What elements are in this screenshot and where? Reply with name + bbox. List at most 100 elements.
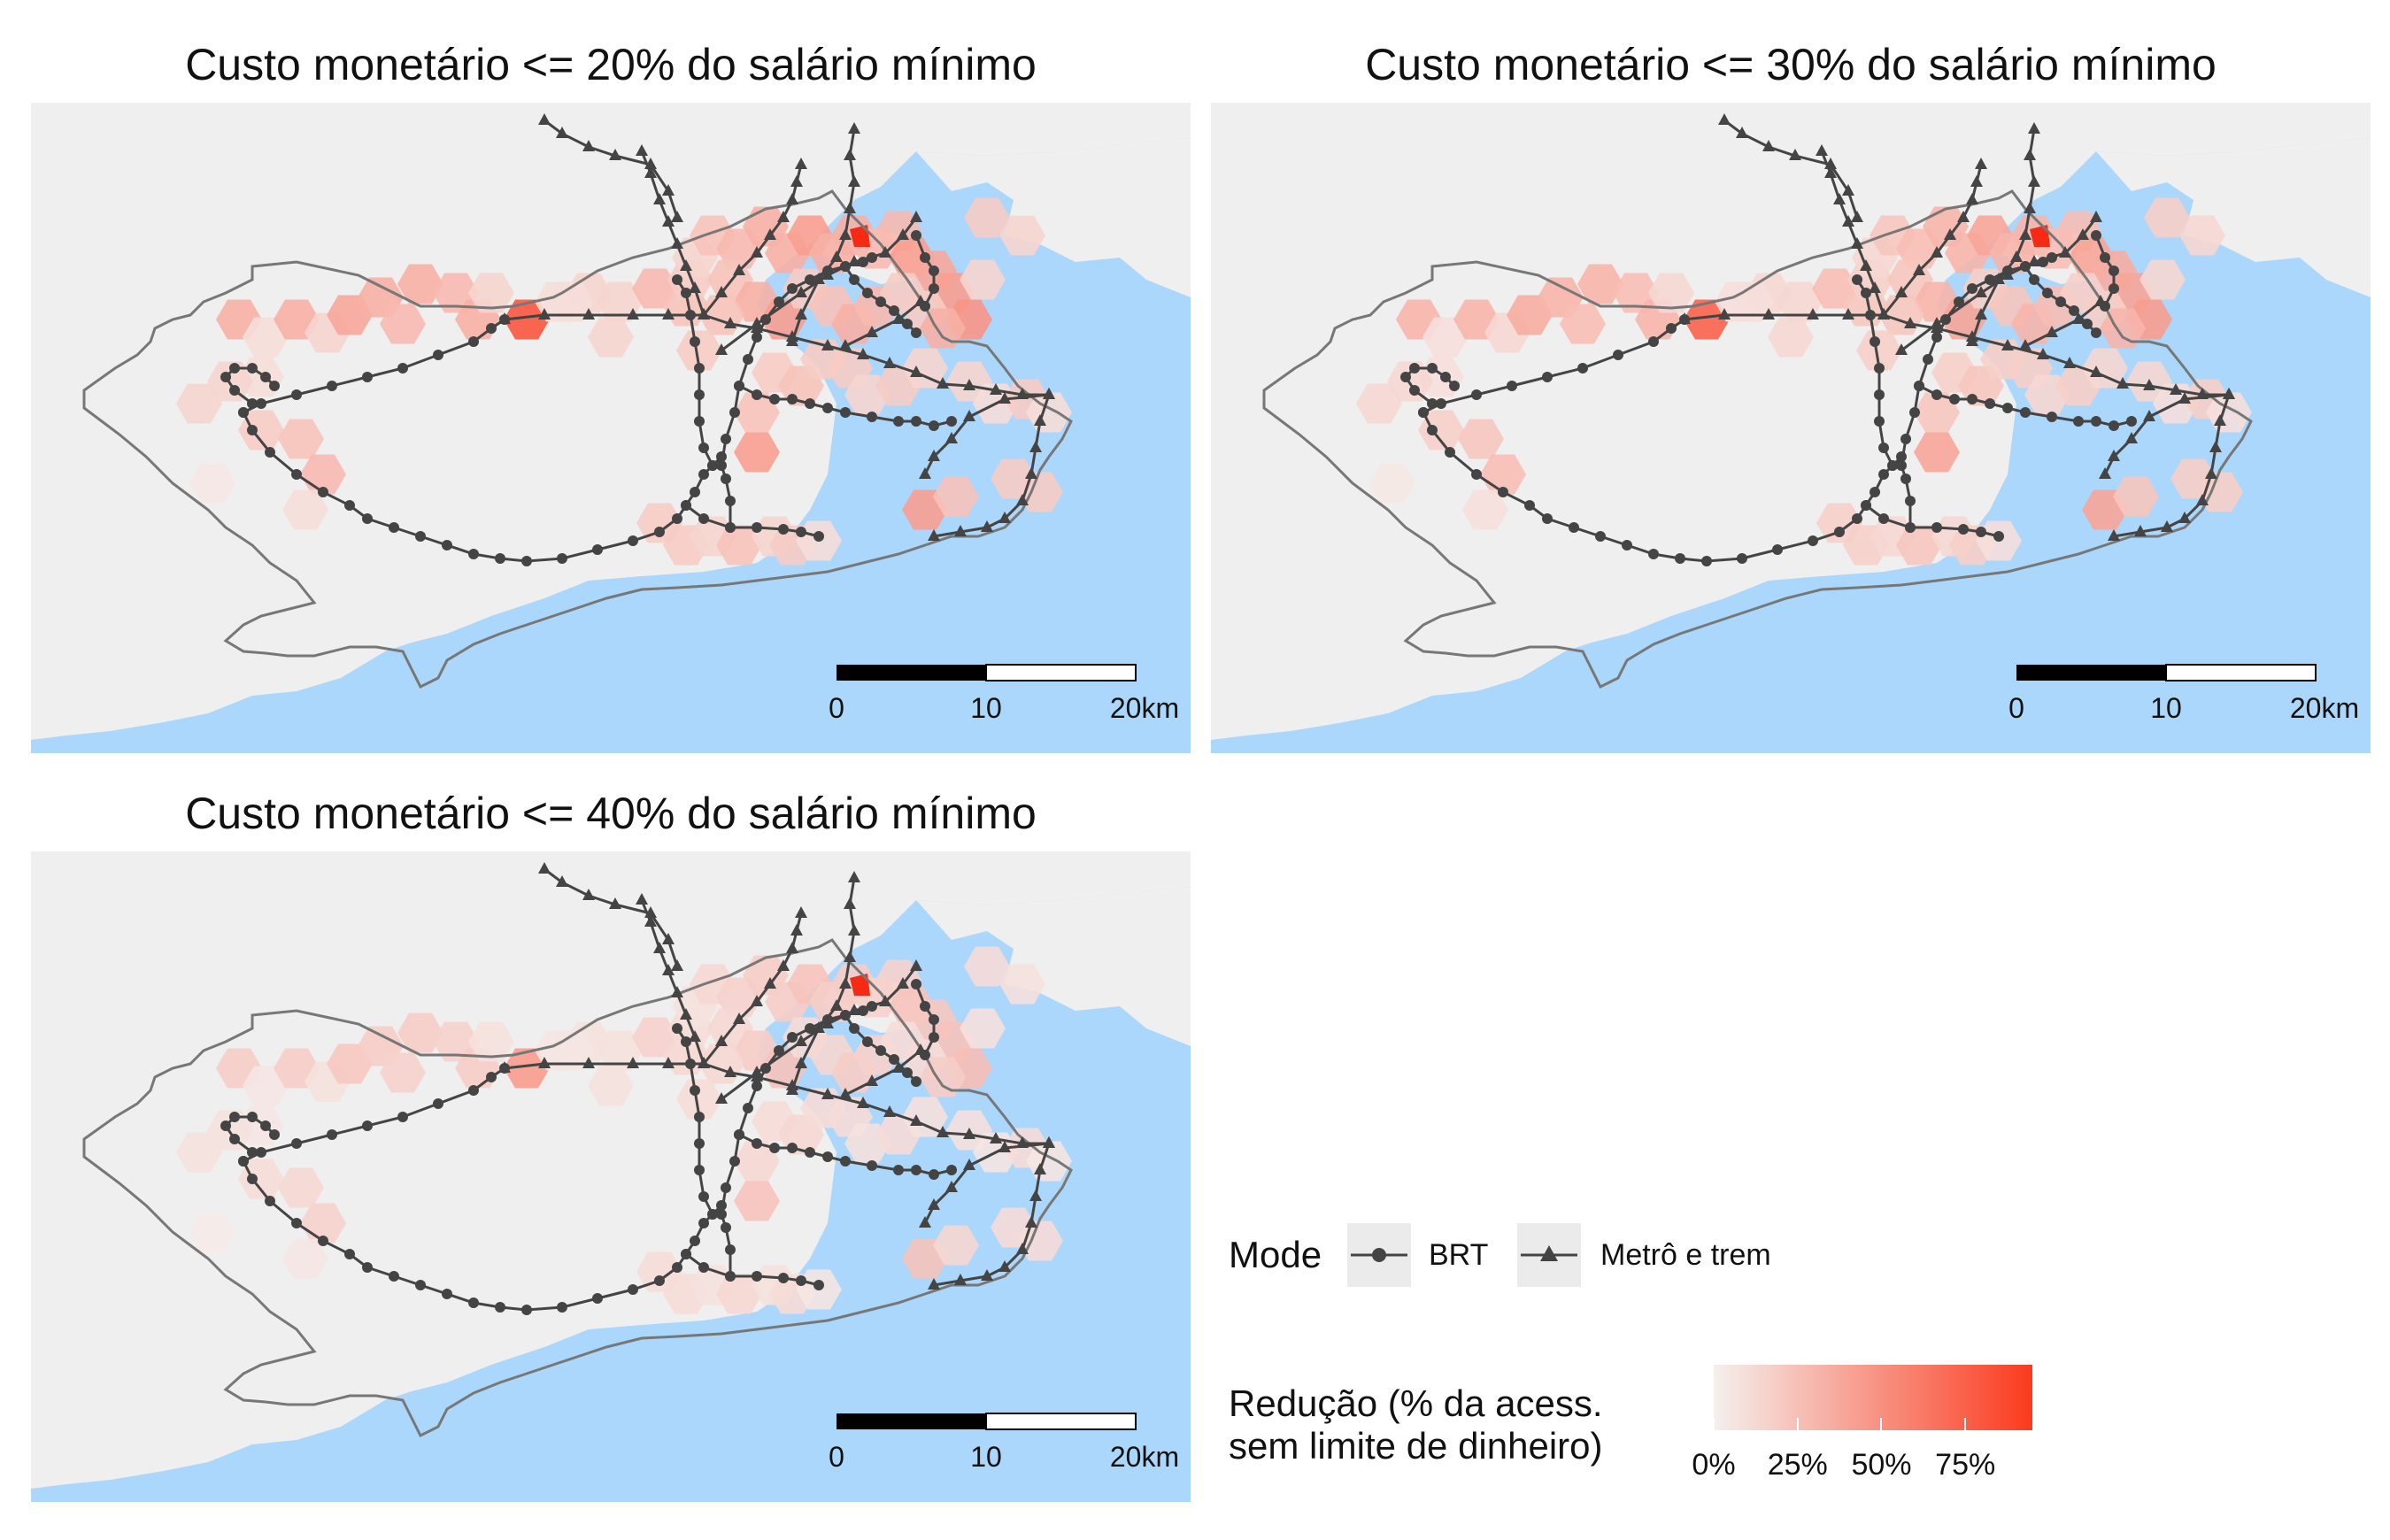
brt-station (672, 1262, 682, 1273)
metro-station (777, 959, 790, 971)
metro-station (844, 149, 856, 160)
brt-station (291, 1138, 302, 1149)
metro-station (671, 237, 683, 249)
brt-station (946, 1165, 957, 1175)
brt-station (805, 1147, 815, 1158)
brt-station (774, 1045, 784, 1056)
brt-station (734, 381, 744, 391)
brt-station (1852, 274, 1862, 285)
hexagon-cell (189, 463, 235, 504)
hexagon-cell (278, 1167, 324, 1208)
metro-line (504, 1062, 704, 1070)
brt-station (1874, 363, 1885, 373)
hexagon-cell (397, 1013, 443, 1053)
brt-station (858, 1005, 868, 1016)
metro-station (2028, 175, 2040, 187)
metro-station (1718, 113, 1731, 125)
brt-station (920, 1001, 930, 1012)
brt-station (397, 1112, 408, 1122)
metro-station (790, 924, 803, 936)
brt-station (2002, 266, 2013, 276)
brt-station (698, 1191, 709, 1202)
brt-station (875, 1045, 886, 1056)
metro-station (879, 246, 891, 258)
metro-station (609, 149, 621, 160)
brt-station (1985, 274, 1995, 285)
metro-line (504, 313, 704, 321)
metro-station (2077, 228, 2089, 240)
hexagon-cell (2144, 197, 2190, 238)
metro-station (671, 211, 683, 222)
brt-station (1542, 372, 1553, 382)
metro-station (963, 1159, 975, 1170)
metro-station (2024, 202, 2036, 213)
brt-station (1914, 381, 1924, 391)
hexagon-cell (716, 1274, 762, 1314)
brt-station (1449, 381, 1460, 391)
metro-station (963, 1128, 975, 1139)
brt-station (220, 372, 231, 382)
brt-station (1896, 460, 1907, 471)
metro-station (839, 228, 852, 240)
triangle-marker-icon (1521, 1245, 1577, 1261)
brt-station (893, 416, 904, 427)
brt-station (238, 407, 249, 418)
metro-station (1895, 343, 1908, 355)
brt-station (1507, 381, 1517, 391)
scale-bar: 0 10 20km (829, 664, 1179, 724)
metro-station (764, 228, 776, 240)
metro-station (2223, 388, 2235, 399)
brt-station (1808, 535, 1818, 546)
metro-station (2024, 149, 2036, 160)
metro-station (644, 158, 657, 169)
hexagon-cell (278, 419, 324, 459)
metro-station (839, 977, 852, 989)
brt-station (2047, 252, 2057, 263)
brt-station (721, 1182, 731, 1193)
metro-station (733, 1013, 745, 1024)
metro-station (662, 1057, 675, 1068)
metro-station (1016, 494, 1029, 505)
brt-station (929, 266, 939, 276)
metro-station (963, 410, 975, 421)
metro-station (1833, 193, 1846, 204)
brt-station (725, 1244, 736, 1255)
brt-station (707, 1209, 718, 1220)
brt-station (690, 1085, 700, 1096)
brt-station (694, 1165, 705, 1175)
brt-station (1675, 553, 1685, 564)
metro-station (998, 512, 1011, 523)
metro-station (848, 871, 860, 882)
brt-line (243, 318, 505, 414)
brt-station (1701, 556, 1712, 566)
brt-station (1471, 469, 1482, 480)
brt-station (260, 1120, 271, 1131)
brt-station (1878, 469, 1889, 480)
brt-station (592, 1293, 603, 1304)
hexagon-cell (1369, 463, 1415, 504)
metro-station (698, 308, 710, 320)
metro-station (1966, 335, 1978, 346)
brt-station (1870, 336, 1880, 347)
transit-layer (220, 113, 1055, 566)
scale-bar-black (836, 1413, 986, 1429)
niteroi-shape (916, 138, 1191, 297)
brt-station (774, 296, 784, 307)
fill-legend-title-line2: sem limite de dinheiro) (1229, 1425, 1603, 1467)
brt-station (1909, 407, 1920, 418)
metro-station (795, 158, 807, 169)
metro-station (883, 1105, 896, 1117)
hexagon-cell (734, 392, 780, 433)
metro-station (1877, 308, 1890, 320)
metro-station (671, 986, 683, 997)
brt-station (291, 469, 302, 480)
hexagon-cell (1418, 410, 1464, 450)
metro-station (1789, 149, 1801, 160)
brt-station (1874, 416, 1885, 427)
brt-station (840, 1010, 851, 1020)
brt-station (2091, 230, 2101, 241)
metro-station (2063, 357, 2076, 368)
brt-station (2002, 403, 2013, 413)
hexagon-cell (282, 1238, 328, 1279)
hexagon-cell (327, 295, 373, 335)
